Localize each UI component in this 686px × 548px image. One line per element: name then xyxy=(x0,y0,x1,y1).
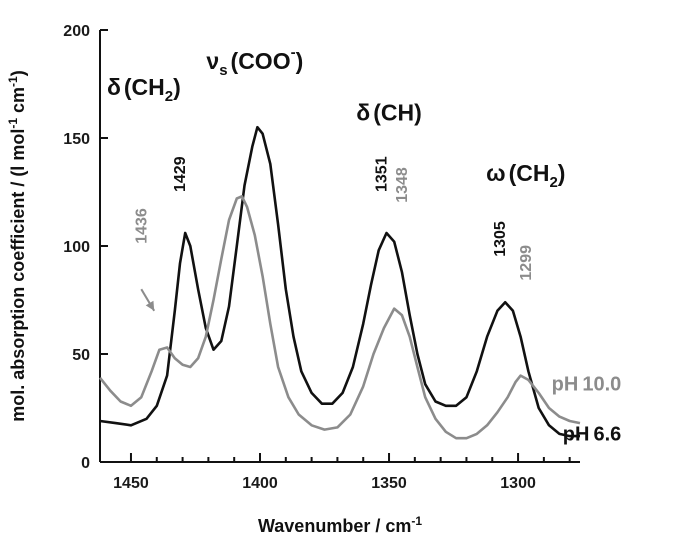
chart-ticks: 0 50 100 150 200 1450 1400 1350 1300 xyxy=(63,23,571,492)
band-label-part: δ xyxy=(107,74,121,100)
y-axis-title: mol. absorption coefficient / (l mol-1 c… xyxy=(6,70,28,421)
band-label-part: ω xyxy=(486,160,505,186)
annotation-arrow-head xyxy=(145,300,155,311)
series-label-prefix: pH xyxy=(552,374,579,396)
peak-label-1429: 1429 xyxy=(172,156,189,192)
x-tick-label: 1450 xyxy=(113,475,149,492)
peak-label-1436: 1436 xyxy=(134,208,151,244)
band-label-part: 2 xyxy=(165,88,173,105)
band-label-part: ) xyxy=(173,74,181,100)
band-label-part: (CH xyxy=(124,74,165,100)
band-label-1: νs (COO-) xyxy=(206,44,303,79)
y-axis-title-end: ) xyxy=(8,70,28,76)
band-label-3: ω (CH2) xyxy=(486,160,565,191)
y-tick-label: 100 xyxy=(63,239,90,256)
y-tick-label: 50 xyxy=(72,347,90,364)
band-label-part: (CH) xyxy=(373,100,422,126)
band-label-part: ν xyxy=(206,48,219,74)
series-label-value: 6.6 xyxy=(593,423,621,445)
series-label-ph-10-0: pH 10.0 xyxy=(552,374,622,396)
band-label-part: 2 xyxy=(549,174,557,191)
band-label-part: - xyxy=(291,44,296,61)
y-tick-label: 150 xyxy=(63,131,90,148)
band-label-2: δ (CH) xyxy=(356,100,422,126)
y-axis-title-text: mol. absorption coefficient / (l mol xyxy=(8,129,28,422)
y-axis-title-mid: cm xyxy=(8,87,28,118)
chart-labels: pH 6.6pH 10.0δ (CH2)νs (COO-)δ (CH)ω (CH2)1429… xyxy=(107,44,621,446)
x-axis-title-sup: -1 xyxy=(411,514,422,528)
y-axis-title-sup2: -1 xyxy=(6,76,20,87)
peak-label-1351: 1351 xyxy=(374,156,391,192)
series-label-value: 10.0 xyxy=(582,374,621,396)
peak-label-1348: 1348 xyxy=(394,167,411,203)
band-label-part: ) xyxy=(558,160,566,186)
x-axis-title: Wavenumber / cm-1 xyxy=(258,514,422,536)
series-label-ph-6-6: pH 6.6 xyxy=(563,423,621,445)
band-label-part: (COO xyxy=(231,48,291,74)
x-axis-title-text: Wavenumber / cm xyxy=(258,516,411,536)
band-label-0: δ (CH2) xyxy=(107,74,181,105)
y-tick-label: 0 xyxy=(81,455,90,472)
band-label-part: s xyxy=(219,62,227,79)
band-label-part: (CH xyxy=(509,160,550,186)
series-line-ph-10-0 xyxy=(98,195,581,440)
series-line-ph-6-6 xyxy=(99,125,580,438)
band-label-part: δ xyxy=(356,100,370,126)
x-tick-label: 1300 xyxy=(500,475,536,492)
x-tick-label: 1350 xyxy=(371,475,407,492)
x-tick-label: 1400 xyxy=(242,475,278,492)
band-label-part: ) xyxy=(296,48,304,74)
y-tick-label: 200 xyxy=(63,23,90,40)
y-axis-title-sup1: -1 xyxy=(6,118,20,129)
chart-axis-titles: Wavenumber / cm-1 mol. absorption coeffi… xyxy=(6,70,422,536)
series-label-prefix: pH xyxy=(563,423,590,445)
peak-label-1299: 1299 xyxy=(518,245,535,281)
peak-label-1305: 1305 xyxy=(492,221,509,257)
chart-series-layer xyxy=(98,125,581,440)
